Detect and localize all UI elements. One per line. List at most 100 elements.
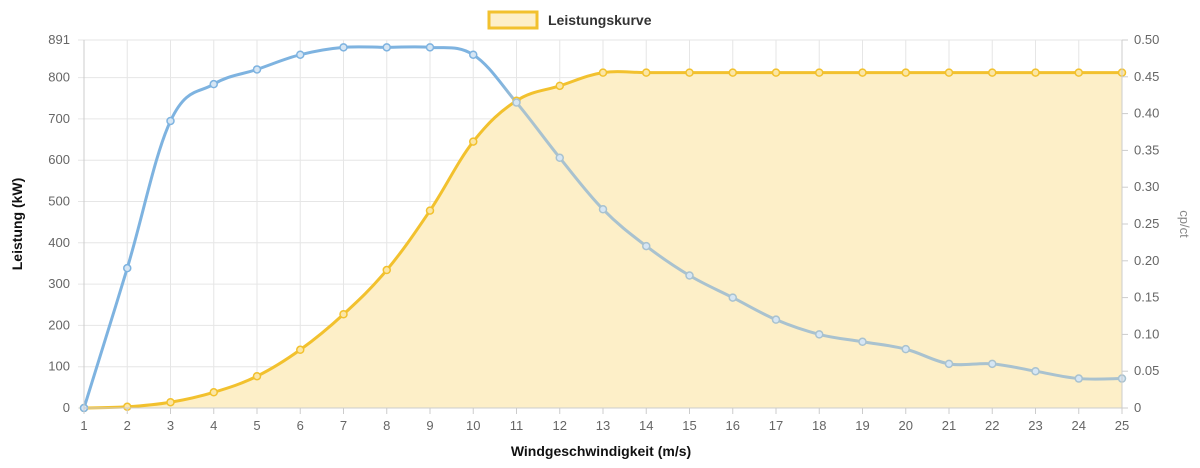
x-tick-label: 19: [855, 418, 869, 433]
x-tick-label: 16: [726, 418, 740, 433]
y-tick-label: 300: [48, 276, 70, 291]
power-point[interactable]: [425, 206, 435, 215]
cp-point[interactable]: [296, 50, 305, 59]
x-tick-label: 1: [80, 418, 87, 433]
cp-point[interactable]: [382, 43, 391, 52]
cp-point[interactable]: [685, 271, 694, 280]
y2-axis-title: cp/ct: [1177, 210, 1192, 238]
y-tick-label: 100: [48, 359, 70, 374]
cp-point[interactable]: [123, 263, 132, 273]
y2-tick-label: 0.25: [1134, 216, 1159, 231]
cp-point[interactable]: [339, 43, 348, 52]
x-tick-label: 23: [1028, 418, 1042, 433]
legend[interactable]: Leistungskurve: [487, 10, 652, 30]
cp-point[interactable]: [944, 359, 954, 369]
power-point[interactable]: [339, 309, 348, 319]
power-area: [84, 71, 1122, 409]
x-tick-label: 4: [210, 418, 217, 433]
x-tick-label: 20: [899, 418, 913, 433]
power-point[interactable]: [858, 68, 867, 77]
power-point[interactable]: [944, 68, 954, 77]
power-point[interactable]: [988, 68, 997, 77]
x-tick-label: 3: [167, 418, 174, 433]
x-tick-label: 5: [253, 418, 260, 433]
power-point[interactable]: [901, 68, 910, 77]
legend-label[interactable]: Leistungskurve: [548, 12, 652, 28]
power-point[interactable]: [815, 68, 824, 77]
cp-point[interactable]: [815, 330, 824, 339]
cp-point[interactable]: [425, 43, 435, 52]
power-point[interactable]: [685, 68, 694, 77]
cp-point[interactable]: [1031, 366, 1040, 376]
cp-point[interactable]: [642, 241, 651, 251]
power-point[interactable]: [642, 68, 651, 77]
x-tick-label: 17: [769, 418, 783, 433]
x-tick-label: 24: [1072, 418, 1086, 433]
power-point[interactable]: [728, 68, 737, 77]
cp-point[interactable]: [252, 65, 262, 74]
cp-point[interactable]: [555, 153, 564, 163]
power-point[interactable]: [469, 137, 478, 146]
y-tick-label: 800: [48, 70, 70, 85]
cp-point[interactable]: [469, 50, 478, 59]
x-tick-label: 25: [1115, 418, 1129, 433]
y2-tick-label: 0.20: [1134, 253, 1159, 268]
x-tick-label: 12: [553, 418, 567, 433]
cp-point[interactable]: [771, 315, 781, 324]
power-point[interactable]: [296, 345, 305, 355]
x-tick-label: 7: [340, 418, 347, 433]
power-point[interactable]: [209, 388, 218, 397]
y-tick-label: 891: [48, 32, 70, 47]
power-point[interactable]: [771, 68, 781, 77]
y-tick-label: 200: [48, 317, 70, 332]
power-point[interactable]: [1031, 68, 1040, 77]
power-point[interactable]: [555, 81, 564, 91]
cp-point[interactable]: [901, 344, 910, 354]
cp-point[interactable]: [988, 359, 997, 369]
cp-point[interactable]: [598, 205, 608, 214]
legend-swatch[interactable]: [487, 10, 539, 30]
y2-tick-label: 0.15: [1134, 290, 1159, 305]
series-points: [79, 43, 1127, 413]
x-axis-title: Windgeschwindigkeit (m/s): [511, 443, 691, 459]
cp-point[interactable]: [512, 98, 521, 107]
x-tick-label: 13: [596, 418, 610, 433]
y2-tick-label: 0: [1134, 400, 1141, 415]
cp-point[interactable]: [858, 337, 867, 347]
x-tick-label: 11: [510, 418, 524, 433]
y2-tick-label: 0.50: [1134, 32, 1159, 47]
y-tick-label: 500: [48, 193, 70, 208]
power-point[interactable]: [166, 397, 175, 407]
power-point[interactable]: [252, 371, 262, 381]
y-tick-label: 700: [48, 111, 70, 126]
power-point[interactable]: [598, 68, 608, 77]
y-tick-label: 400: [48, 235, 70, 250]
power-point[interactable]: [1074, 68, 1083, 77]
y2-tick-label: 0.40: [1134, 106, 1159, 121]
y2-tick-label: 0.35: [1134, 142, 1159, 157]
axes: 1 2 3 4 5 6 7 8 9 10 11 12 13 14 15 16 17 18 19 20 21 22 23 24 2…: [48, 32, 1159, 433]
y2-tick-label: 0.10: [1134, 326, 1159, 341]
x-tick-label: 21: [942, 418, 956, 433]
x-tick-label: 8: [383, 418, 390, 433]
x-tick-label: 15: [682, 418, 696, 433]
y2-tick-label: 0.30: [1134, 179, 1159, 194]
x-tick-label: 18: [812, 418, 826, 433]
y-tick-label: 0: [63, 400, 70, 415]
x-tick-label: 9: [426, 418, 433, 433]
x-tick-label: 14: [639, 418, 653, 433]
x-tick-label: 10: [466, 418, 480, 433]
cp-point[interactable]: [728, 293, 737, 302]
area-fill: [84, 71, 1122, 409]
y2-tick-label: 0.05: [1134, 363, 1159, 378]
x-tick-label: 6: [297, 418, 304, 433]
cp-point[interactable]: [1074, 374, 1083, 383]
x-tick-label: 2: [124, 418, 131, 433]
cp-point[interactable]: [209, 79, 218, 89]
power-point[interactable]: [382, 265, 391, 275]
x-tick-label: 22: [985, 418, 999, 433]
cp-point[interactable]: [166, 116, 175, 126]
y-tick-label: 600: [48, 152, 70, 167]
y2-tick-label: 0.45: [1134, 69, 1159, 84]
